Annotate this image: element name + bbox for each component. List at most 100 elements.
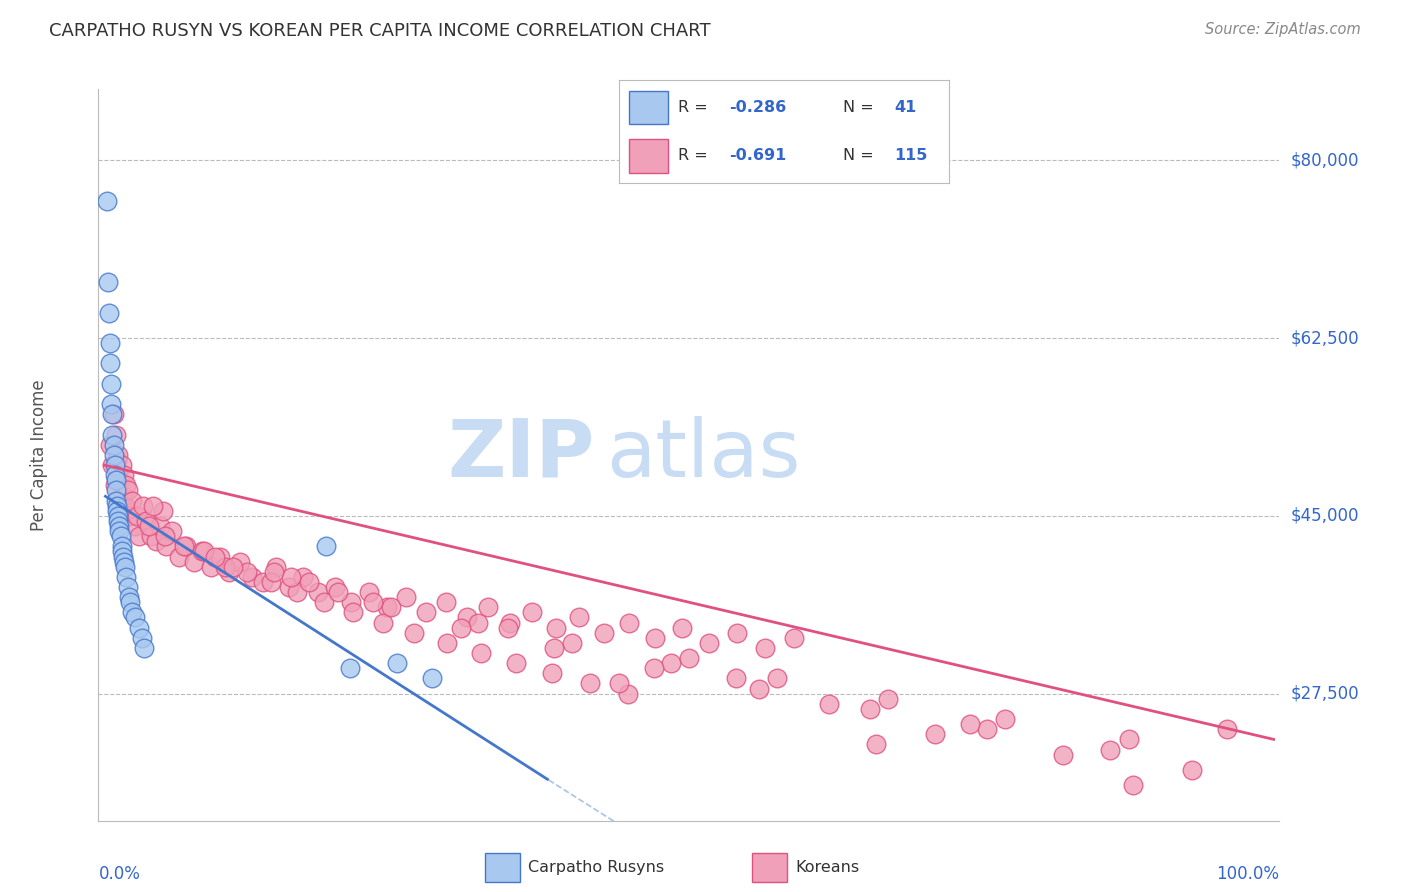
Text: $62,500: $62,500 (1291, 329, 1360, 347)
Point (436, 636, 458, 650)
Point (450, 621, 472, 635)
Point (173, 539, 195, 553)
Point (263, 565, 285, 579)
Text: Source: ZipAtlas.com: Source: ZipAtlas.com (1205, 22, 1361, 37)
Point (167, 549, 190, 564)
Point (105, 504, 128, 518)
Point (470, 646, 492, 660)
Point (124, 610, 146, 624)
Point (111, 539, 134, 553)
Text: Per Capita Income: Per Capita Income (31, 379, 48, 531)
Point (697, 636, 720, 650)
Bar (628, 91, 668, 124)
Point (108, 519, 131, 533)
Point (100, 376, 122, 391)
Point (326, 585, 349, 599)
Point (371, 615, 394, 630)
Point (339, 661, 361, 675)
Point (661, 656, 683, 670)
Text: R =: R = (678, 148, 713, 163)
Point (100, 397, 122, 411)
Point (142, 499, 165, 513)
Point (200, 559, 222, 574)
Point (112, 468, 135, 483)
Point (619, 615, 641, 630)
Point (110, 499, 132, 513)
Point (121, 606, 143, 620)
Point (104, 458, 127, 472)
Point (155, 539, 177, 553)
Point (1052, 747, 1074, 762)
Point (191, 544, 214, 558)
Point (678, 651, 700, 665)
Point (420, 672, 443, 686)
Point (292, 570, 315, 584)
Text: $80,000: $80,000 (1291, 152, 1360, 169)
Point (145, 534, 167, 549)
Point (117, 483, 139, 498)
Point (107, 514, 129, 528)
Point (98, 336, 121, 351)
Point (115, 570, 138, 584)
Point (924, 727, 946, 741)
Point (404, 625, 426, 640)
Point (103, 407, 125, 421)
Point (111, 544, 134, 558)
Point (1181, 763, 1204, 777)
Point (96, 194, 118, 208)
Point (214, 559, 236, 574)
Point (285, 585, 308, 599)
Point (132, 640, 155, 655)
Point (128, 529, 150, 543)
Point (380, 600, 402, 615)
Point (149, 519, 172, 533)
Point (543, 640, 565, 655)
Text: 100.0%: 100.0% (1216, 864, 1279, 882)
Point (108, 473, 131, 487)
Point (617, 687, 640, 701)
Point (644, 631, 666, 645)
Point (193, 544, 215, 558)
Text: -0.691: -0.691 (730, 148, 786, 163)
Point (135, 514, 157, 528)
Point (314, 595, 336, 609)
Point (218, 565, 240, 579)
Point (111, 549, 134, 564)
Point (395, 590, 418, 604)
Point (131, 631, 153, 645)
Point (153, 529, 176, 543)
Point (118, 508, 141, 523)
Point (375, 600, 398, 615)
Point (115, 478, 138, 492)
Point (104, 493, 127, 508)
Point (544, 621, 567, 635)
Text: Carpatho Rusyns: Carpatho Rusyns (529, 860, 664, 875)
Point (98, 438, 121, 452)
Point (98, 356, 121, 371)
Point (117, 580, 139, 594)
Point (97, 306, 120, 320)
Text: $45,000: $45,000 (1291, 507, 1360, 524)
Point (183, 555, 205, 569)
Point (264, 559, 287, 574)
Point (118, 590, 141, 604)
Point (114, 559, 136, 574)
Text: ZIP: ZIP (447, 416, 595, 494)
Point (105, 499, 128, 513)
Point (725, 625, 748, 640)
Point (323, 580, 346, 594)
Point (724, 672, 747, 686)
Text: N =: N = (844, 148, 879, 163)
Point (280, 570, 302, 584)
Point (578, 676, 600, 690)
Point (1118, 732, 1140, 747)
Point (499, 615, 522, 630)
Point (125, 508, 148, 523)
Point (1122, 778, 1144, 792)
Text: atlas: atlas (606, 416, 800, 494)
Point (278, 580, 301, 594)
Point (128, 621, 150, 635)
Point (138, 519, 160, 533)
Point (315, 539, 337, 553)
Point (174, 539, 197, 553)
